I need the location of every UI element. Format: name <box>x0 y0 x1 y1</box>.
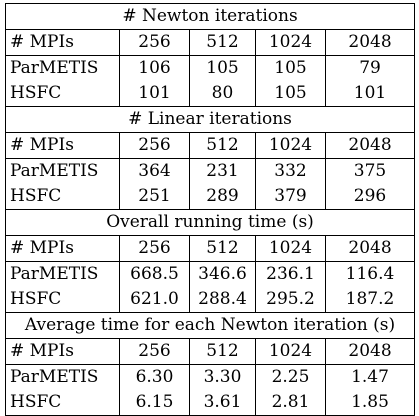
mpis-count-header: 1024 <box>255 338 326 365</box>
value-cell: 105 <box>189 55 256 81</box>
method-label: ParMETIS <box>5 261 120 287</box>
header-row: # MPIs 256 512 1024 2048 <box>5 235 416 262</box>
mpis-header-label: # MPIs <box>5 235 120 262</box>
table-row: ParMETIS 668.5 346.6 236.1 116.4 <box>5 261 416 287</box>
value-cell: 332 <box>255 158 326 184</box>
method-label: ParMETIS <box>5 55 120 81</box>
value-cell: 346.6 <box>189 261 256 287</box>
mpis-count-header: 1024 <box>255 132 326 159</box>
table-row: HSFC 621.0 288.4 295.2 187.2 <box>5 287 416 313</box>
average-time-for-each-newton-iteration-s-title: Average time for each Newton iteration (… <box>4 312 416 339</box>
value-cell: 101 <box>119 81 190 107</box>
table-row: ParMETIS 364 231 332 375 <box>5 158 416 184</box>
mpis-count-header: 512 <box>189 29 256 56</box>
mpis-header-label: # MPIs <box>5 338 120 365</box>
mpis-count-header: 2048 <box>324 132 416 159</box>
method-label: HSFC <box>5 287 120 313</box>
value-cell: 379 <box>255 184 326 210</box>
value-cell: 295.2 <box>255 287 326 313</box>
mpis-count-header: 1024 <box>255 29 326 56</box>
mpis-count-header: 256 <box>119 338 190 365</box>
value-cell: 231 <box>189 158 256 184</box>
value-cell: 621.0 <box>119 287 190 313</box>
value-cell: 1.85 <box>324 390 416 416</box>
mpis-count-header: 2048 <box>324 29 416 56</box>
mpis-count-header: 1024 <box>255 235 326 262</box>
value-cell: 2.81 <box>255 390 326 416</box>
value-cell: 2.25 <box>255 364 326 390</box>
value-cell: 364 <box>119 158 190 184</box>
value-cell: 3.61 <box>189 390 256 416</box>
method-label: ParMETIS <box>5 364 120 390</box>
section-title-row: Overall running time (s) <box>4 209 416 236</box>
value-cell: 6.30 <box>119 364 190 390</box>
linear-iterations-title: # Linear iterations <box>4 106 416 133</box>
table-row: ParMETIS 106 105 105 79 <box>5 55 416 81</box>
newton-iterations-title: # Newton iterations <box>4 3 416 30</box>
table-row: HSFC 251 289 379 296 <box>5 184 416 210</box>
mpis-count-header: 512 <box>189 338 256 365</box>
value-cell: 1.47 <box>324 364 416 390</box>
value-cell: 3.30 <box>189 364 256 390</box>
mpis-count-header: 2048 <box>324 338 416 365</box>
mpis-header-label: # MPIs <box>5 132 120 159</box>
overall-running-time-s-title: Overall running time (s) <box>4 209 416 236</box>
mpis-count-header: 256 <box>119 235 190 262</box>
value-cell: 105 <box>255 81 326 107</box>
table-row: ParMETIS 6.30 3.30 2.25 1.47 <box>5 364 416 390</box>
value-cell: 187.2 <box>324 287 416 313</box>
value-cell: 6.15 <box>119 390 190 416</box>
value-cell: 80 <box>189 81 256 107</box>
mpis-header-label: # MPIs <box>5 29 120 56</box>
table-row: HSFC 101 80 105 101 <box>5 81 416 107</box>
value-cell: 668.5 <box>119 261 190 287</box>
value-cell: 375 <box>324 158 416 184</box>
mpis-count-header: 512 <box>189 132 256 159</box>
value-cell: 79 <box>324 55 416 81</box>
section-title-row: # Newton iterations <box>4 3 416 30</box>
table-row: HSFC 6.15 3.61 2.81 1.85 <box>5 390 416 416</box>
section-title-row: Average time for each Newton iteration (… <box>4 312 416 339</box>
header-row: # MPIs 256 512 1024 2048 <box>5 29 416 56</box>
results-table: # Newton iterations # MPIs 256 512 1024 2048 P… <box>4 3 416 416</box>
value-cell: 236.1 <box>255 261 326 287</box>
value-cell: 101 <box>324 81 416 107</box>
method-label: HSFC <box>5 390 120 416</box>
header-row: # MPIs 256 512 1024 2048 <box>5 338 416 365</box>
value-cell: 116.4 <box>324 261 416 287</box>
value-cell: 106 <box>119 55 190 81</box>
method-label: HSFC <box>5 184 120 210</box>
mpis-count-header: 512 <box>189 235 256 262</box>
mpis-count-header: 2048 <box>324 235 416 262</box>
section-title-row: # Linear iterations <box>4 106 416 133</box>
mpis-count-header: 256 <box>119 132 190 159</box>
value-cell: 251 <box>119 184 190 210</box>
mpis-count-header: 256 <box>119 29 190 56</box>
value-cell: 288.4 <box>189 287 256 313</box>
value-cell: 296 <box>324 184 416 210</box>
method-label: ParMETIS <box>5 158 120 184</box>
value-cell: 289 <box>189 184 256 210</box>
header-row: # MPIs 256 512 1024 2048 <box>5 132 416 159</box>
value-cell: 105 <box>255 55 326 81</box>
results-table-body: # Newton iterations # MPIs 256 512 1024 2048 P… <box>4 3 416 416</box>
method-label: HSFC <box>5 81 120 107</box>
